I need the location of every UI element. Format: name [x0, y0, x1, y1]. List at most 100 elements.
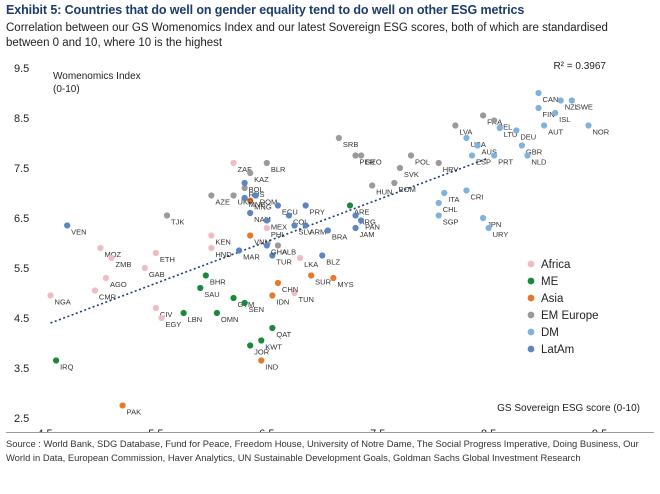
data-point: [491, 117, 498, 124]
point-label: SUR: [315, 278, 331, 287]
point-label: VNM: [254, 238, 271, 247]
point-label: MNE: [249, 200, 266, 209]
data-point: [391, 179, 398, 187]
r-squared-annotation: R² = 0.3967: [553, 61, 606, 72]
point-label: ZAF: [238, 165, 253, 174]
trend-line: [50, 157, 489, 324]
data-point: [202, 272, 209, 279]
point-label: POL: [415, 158, 430, 167]
data-point: [235, 247, 243, 254]
point-label: JPN: [487, 220, 501, 229]
legend-marker: [527, 345, 535, 353]
point-label: SWE: [576, 103, 593, 112]
point-label: OMN: [221, 315, 239, 324]
point-label: AUS: [482, 148, 497, 157]
source-divider: [6, 432, 654, 433]
trend-line-path: [50, 157, 489, 324]
point-label: LBN: [188, 315, 203, 324]
data-point: [291, 222, 298, 229]
data-point: [247, 197, 254, 204]
legend-marker: [527, 260, 535, 268]
data-point: [552, 109, 559, 117]
data-point: [468, 152, 476, 159]
legend-label: LatAm: [541, 344, 574, 356]
point-label: NOR: [592, 128, 609, 137]
point-label: ESP: [476, 158, 491, 167]
point-label: ITA: [448, 195, 459, 204]
data-point: [252, 192, 259, 199]
data-point: [47, 292, 54, 299]
data-point: [568, 97, 575, 104]
point-label: SEN: [249, 305, 264, 314]
data-point: [524, 152, 531, 159]
x-tick-label: 6.5: [259, 428, 274, 432]
data-point: [208, 192, 215, 199]
chart-subtitle: Correlation between our GS Womenomics In…: [6, 22, 608, 49]
point-label: SAU: [204, 290, 219, 299]
data-point: [263, 217, 270, 224]
data-point: [435, 159, 442, 167]
point-label: ETH: [160, 255, 175, 264]
data-point: [152, 304, 160, 312]
point-label: BLR: [271, 165, 286, 174]
point-label: ARG: [360, 218, 376, 227]
scatter-chart: 2.5 3.5 4.5 5.5 6.5 7.5 8.5 9.5 4.5 5.5 6.5 7.5 8.5 9…: [14, 61, 640, 432]
point-label: TJK: [171, 218, 184, 227]
legend-label: Asia: [541, 293, 564, 305]
data-point: [119, 402, 126, 409]
data-point: [518, 142, 526, 149]
data-point: [491, 152, 498, 159]
y-axis-label: Womenomics Index: [53, 71, 141, 82]
point-label: PAK: [127, 408, 141, 417]
legend-label: Africa: [541, 259, 571, 271]
point-label: NZL: [565, 103, 579, 112]
legend-marker: [527, 311, 535, 319]
point-label: MOZ: [104, 250, 121, 259]
point-label: PRY: [310, 208, 325, 217]
point-label: CHN: [282, 285, 298, 294]
data-point: [163, 212, 171, 219]
point-label: ZMB: [116, 260, 132, 269]
data-point: [463, 187, 470, 194]
data-point: [535, 89, 542, 97]
point-label: EGY: [165, 320, 181, 329]
data-point: [479, 214, 487, 222]
data-point: [463, 134, 470, 142]
data-point: [52, 357, 60, 364]
data-point: [269, 252, 276, 259]
data-point: [274, 242, 282, 249]
data-point: [247, 209, 254, 217]
point-label: LTU: [504, 130, 518, 139]
point-label: JOR: [254, 348, 270, 357]
data-point: [241, 299, 248, 307]
point-label: AUT: [548, 128, 563, 137]
data-point: [335, 134, 343, 142]
data-point: [291, 289, 298, 297]
data-point: [269, 324, 276, 332]
legend-label: EM Europe: [541, 310, 599, 322]
data-point: [496, 124, 503, 132]
data-point: [263, 224, 270, 232]
data-point: [357, 152, 365, 159]
data-point: [324, 227, 331, 234]
data-point: [91, 287, 99, 294]
x-tick-label: 8.5: [481, 428, 496, 432]
data-point: [158, 314, 165, 322]
data-point: [230, 192, 237, 199]
data-point: [241, 194, 248, 202]
point-label: CAN: [543, 95, 559, 104]
point-label: AZE: [215, 198, 230, 207]
data-point: [263, 159, 270, 167]
legend-marker: [527, 294, 535, 302]
point-label: TUR: [276, 258, 292, 267]
point-label: BRA: [332, 233, 347, 242]
data-point: [330, 274, 337, 282]
data-point: [557, 97, 564, 104]
data-point: [296, 254, 304, 262]
data-point: [241, 179, 248, 187]
data-point: [535, 104, 542, 112]
data-point: [152, 249, 160, 257]
point-label: AGO: [110, 280, 127, 289]
point-label: PAN: [365, 223, 380, 232]
y-tick-label: 7.5: [14, 163, 29, 175]
